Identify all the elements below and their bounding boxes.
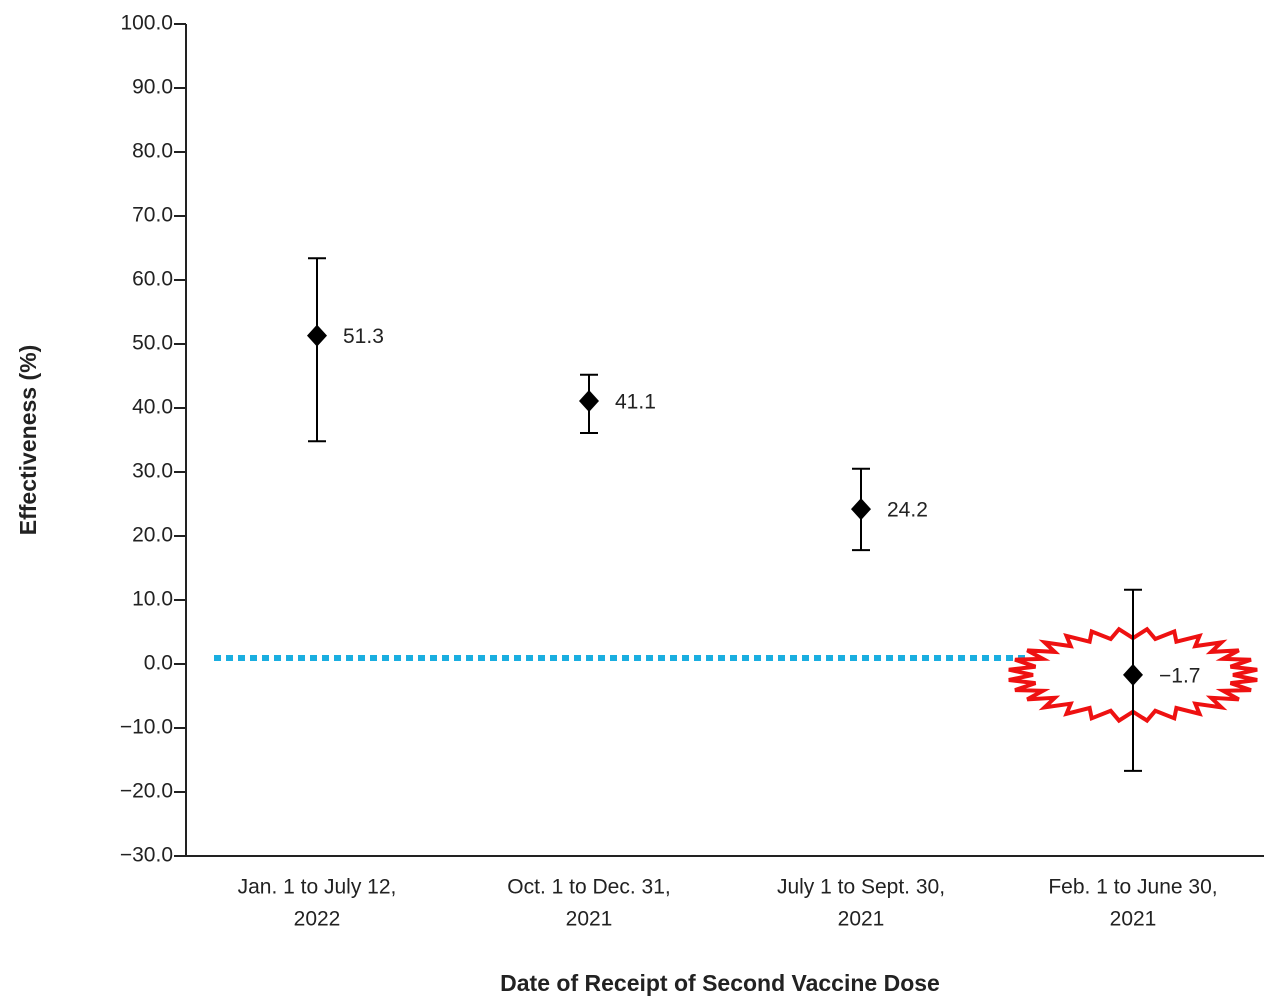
x-tick-label: Feb. 1 to June 30, xyxy=(1048,876,1217,899)
x-tick-label: 2021 xyxy=(566,908,613,931)
x-tick-label: 2021 xyxy=(838,908,885,931)
point xyxy=(851,498,871,521)
x-axis-title: Date of Receipt of Second Vaccine Dose xyxy=(500,970,940,996)
y-axis-title: Effectiveness (%) xyxy=(15,345,41,535)
x-tick-label: July 1 to Sept. 30, xyxy=(777,876,945,899)
y-tick-label: 60.0 xyxy=(132,268,173,291)
data-label: −1.7 xyxy=(1159,664,1200,687)
y-tick-label: −30.0 xyxy=(120,844,173,867)
y-tick-label: 90.0 xyxy=(132,76,173,99)
x-tick-label: 2022 xyxy=(294,908,341,931)
y-tick-label: 0.0 xyxy=(144,652,173,675)
y-tick-label: 10.0 xyxy=(132,588,173,611)
y-tick-label: −20.0 xyxy=(120,780,173,803)
x-tick-label: Jan. 1 to July 12, xyxy=(238,876,397,899)
y-tick-label: −10.0 xyxy=(120,716,173,739)
point xyxy=(579,389,599,412)
y-tick-label: 40.0 xyxy=(132,396,173,419)
x-tick-label: Oct. 1 to Dec. 31, xyxy=(507,876,670,899)
y-tick-label: 100.0 xyxy=(120,12,173,35)
y-tick-label: 80.0 xyxy=(132,140,173,163)
point xyxy=(307,324,327,347)
data-label: 24.2 xyxy=(887,499,928,522)
point xyxy=(1123,663,1143,686)
data-label: 51.3 xyxy=(343,325,384,348)
y-tick-label: 20.0 xyxy=(132,524,173,547)
y-tick-label: 70.0 xyxy=(132,204,173,227)
x-tick-label: 2021 xyxy=(1110,908,1157,931)
y-tick-label: 30.0 xyxy=(132,460,173,483)
y-tick-label: 50.0 xyxy=(132,332,173,355)
data-label: 41.1 xyxy=(615,391,656,414)
